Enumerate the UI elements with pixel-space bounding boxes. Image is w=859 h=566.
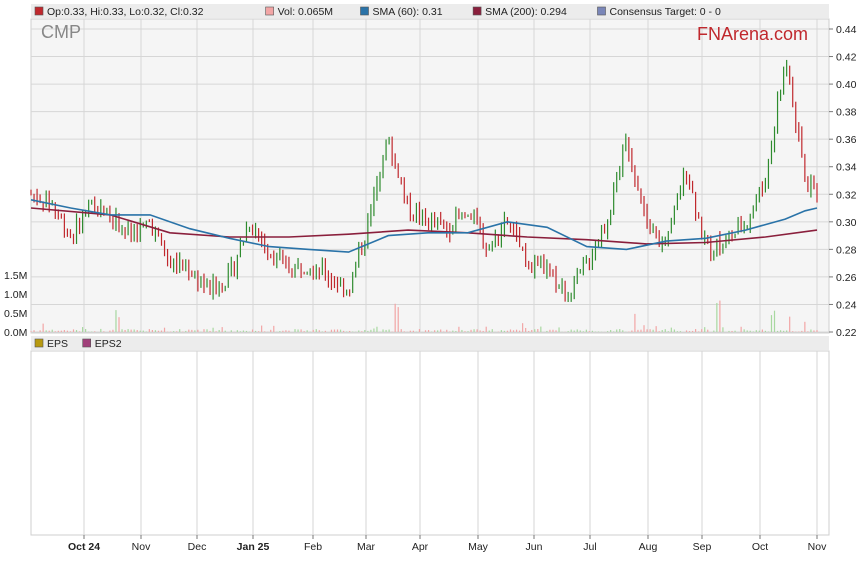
price-axis: 0.44 0.42 0.40 0.38 0.36 0.34 0.32 0.30 0.28 0.26…	[829, 24, 857, 339]
volume-tick-label: 0.5M	[4, 308, 27, 320]
time-tick-label: Feb	[304, 541, 322, 553]
time-axis: Oct 24 Nov Dec Jan 25 Feb Mar Apr May Jun Jul Aug S…	[68, 535, 827, 553]
price-tick-label: 0.28	[836, 244, 857, 256]
time-tick-label: Nov	[132, 541, 151, 553]
volume-tick-label: 1.0M	[4, 289, 27, 301]
legend-label: Vol: 0.065M	[278, 6, 333, 18]
price-tick-label: 0.40	[836, 79, 857, 91]
legend-swatch	[265, 6, 274, 16]
legend-label: EPS	[47, 338, 68, 350]
volume-bars	[30, 300, 818, 332]
legend-swatch	[34, 338, 44, 348]
legend-swatch	[82, 338, 91, 348]
time-tick-label: Dec	[188, 541, 207, 553]
legend-swatch	[472, 6, 482, 16]
price-candles	[30, 59, 818, 303]
price-tick-label: 0.22	[836, 327, 857, 339]
legend-bar	[31, 4, 829, 18]
volume-axis: 1.5M 1.0M 0.5M 0.0M	[4, 270, 27, 339]
time-tick-label: Mar	[357, 541, 376, 553]
volume-tick-label: 0.0M	[4, 327, 27, 339]
legend-swatch	[597, 6, 606, 16]
price-tick-label: 0.30	[836, 217, 857, 229]
eps-panel	[30, 350, 830, 536]
grid-vertical	[83, 19, 818, 333]
time-tick-label: Nov	[808, 541, 827, 553]
price-tick-label: 0.42	[836, 52, 857, 64]
time-tick-label: Oct 24	[68, 541, 100, 553]
eps-legend-bar	[31, 336, 829, 350]
ticker-label: CMP	[41, 22, 81, 42]
legend-label: SMA (200): 0.294	[485, 6, 567, 18]
eps-legend: EPS EPS2	[34, 338, 122, 350]
time-tick-label: Jul	[583, 541, 596, 553]
time-tick-label: Apr	[412, 541, 429, 553]
price-tick-label: 0.26	[836, 272, 857, 284]
brand-logo: FNArena.com	[697, 24, 808, 44]
sma60-line	[30, 199, 818, 253]
price-legend: Op:0.33, Hi:0.33, Lo:0.32, Cl:0.32 Vol: 0…	[34, 6, 721, 18]
price-tick-label: 0.32	[836, 189, 857, 201]
legend-label: SMA (60): 0.31	[373, 6, 443, 18]
price-tick-label: 0.24	[836, 299, 857, 311]
time-tick-label: Jan 25	[237, 541, 270, 553]
price-tick-label: 0.38	[836, 107, 857, 119]
sma200-line	[30, 207, 818, 245]
eps-grid-vertical	[83, 351, 818, 535]
legend-swatch	[34, 6, 44, 16]
legend-swatch	[360, 6, 369, 16]
legend-label: Consensus Target: 0 - 0	[610, 6, 721, 18]
price-panel	[30, 18, 830, 334]
time-tick-label: Jun	[526, 541, 543, 553]
time-tick-label: Aug	[639, 541, 658, 553]
legend-label: Op:0.33, Hi:0.33, Lo:0.32, Cl:0.32	[47, 6, 204, 18]
volume-tick-label: 1.5M	[4, 270, 27, 282]
legend-label: EPS2	[95, 338, 122, 350]
price-tick-label: 0.36	[836, 134, 857, 146]
time-tick-label: Sep	[693, 541, 712, 553]
time-tick-label: Oct	[752, 541, 768, 553]
price-tick-label: 0.44	[836, 24, 857, 36]
price-tick-label: 0.34	[836, 162, 857, 174]
time-tick-label: May	[468, 541, 489, 553]
grid-horizontal	[31, 28, 829, 333]
